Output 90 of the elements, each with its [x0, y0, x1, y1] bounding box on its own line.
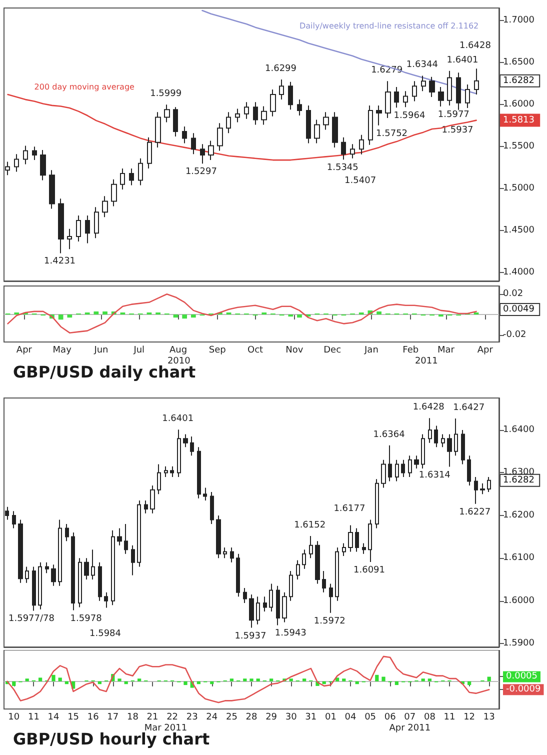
- annotation: 1.5752: [376, 128, 408, 139]
- x-tick-label: 07: [404, 712, 416, 722]
- annotation: 1.5999: [150, 89, 182, 100]
- x-tick-label: 17: [107, 712, 119, 722]
- text: 1.6427: [453, 403, 485, 413]
- annotation: 1.4231: [44, 256, 76, 267]
- x-tick-label: Dec: [324, 346, 342, 356]
- x-tick-label: 25: [226, 712, 238, 722]
- x-tick-label: 18: [126, 712, 139, 722]
- text: 1.6428: [412, 402, 444, 413]
- x-tick-label: 13: [483, 712, 495, 722]
- x-tick-label: 06: [384, 712, 396, 722]
- text: 2011: [414, 356, 438, 366]
- x-tick-label: 15: [68, 712, 80, 722]
- y-tick-label: 1.6000: [503, 100, 535, 110]
- text: Apr 2011: [389, 724, 431, 734]
- text: 1.5937: [234, 631, 266, 642]
- annotation: 1.6282: [503, 76, 534, 86]
- text: 1.6364: [373, 430, 405, 440]
- x-tick-label: Apr: [477, 346, 494, 356]
- x-tick-label: 23: [186, 712, 198, 722]
- annotation: 1.5964: [394, 111, 426, 122]
- x-tick-label: 12: [464, 712, 476, 722]
- annotation: 1.5813: [503, 115, 534, 126]
- x-tick-label: 11: [28, 712, 40, 722]
- x-tick-label: Oct: [248, 346, 264, 356]
- x-tick-label: Jul: [132, 346, 145, 356]
- text: 1.5984: [90, 629, 121, 640]
- text: 1.5978: [70, 614, 102, 624]
- y-tick-label: 0.0005: [506, 672, 538, 682]
- annotation: 1.5937: [442, 125, 474, 136]
- text: 1.6091: [354, 566, 385, 576]
- x-tick-label: 01: [324, 712, 336, 722]
- x-tick-label: 08: [424, 712, 436, 722]
- text: 1.5943: [274, 628, 306, 639]
- text: 1.6314: [418, 470, 450, 480]
- y-tick-label: 1.4500: [503, 226, 535, 236]
- annotation: 1.6299: [265, 64, 297, 74]
- y-tick-label: 1.6000: [503, 596, 535, 606]
- x-tick-label: 30: [285, 712, 298, 722]
- x-tick-label: 14: [48, 712, 60, 722]
- x-tick-label: Sep: [208, 346, 226, 356]
- x-tick-label: Jan: [364, 346, 378, 356]
- x-tick-label: 29: [266, 712, 278, 722]
- x-tick-label: May: [52, 346, 72, 356]
- text: 1.6152: [294, 520, 326, 530]
- x-tick-label: 21: [146, 712, 158, 722]
- annotation: 0.0049: [503, 304, 535, 315]
- y-tick-label: 0.02: [503, 289, 524, 300]
- x-tick-label: 31: [305, 712, 317, 722]
- y-tick-label: 1.4000: [503, 268, 535, 278]
- x-tick-label: 22: [166, 712, 178, 722]
- x-tick-label: 24: [206, 712, 218, 722]
- series-label: Daily/weekly trend-line resistance off 2.1162: [299, 21, 479, 30]
- text: 1.6227: [459, 507, 491, 518]
- y-tick-label: 1.7000: [503, 16, 535, 26]
- annotation: 1.5977: [438, 110, 470, 120]
- annotation: 1.6428: [459, 41, 492, 52]
- x-tick-label: 10: [8, 712, 20, 722]
- y-tick-label: -0.02: [503, 330, 526, 340]
- x-tick-label: Feb: [402, 346, 419, 356]
- x-tick-label: Mar: [437, 346, 455, 356]
- y-tick-label: 1.5900: [503, 638, 535, 649]
- annotation: 1.5407: [344, 176, 376, 186]
- annotation: 1.6344: [406, 60, 438, 70]
- text: 1.6401: [162, 414, 194, 424]
- annotation: 1.5297: [185, 167, 217, 178]
- text: 1.5977/78: [8, 614, 54, 624]
- x-tick-label: Nov: [286, 346, 304, 356]
- x-tick-label: Jun: [93, 346, 108, 356]
- x-tick-label: 05: [364, 712, 376, 722]
- y-tick-label: 1.6500: [503, 58, 535, 68]
- x-tick-label: Apr: [16, 346, 32, 356]
- text: 1.6177: [334, 504, 366, 514]
- x-tick-label: 16: [87, 712, 100, 722]
- series-label: 200 day moving average: [34, 82, 135, 92]
- annotation: 1.5345: [326, 163, 358, 174]
- y-tick-label: 1.6100: [503, 553, 535, 564]
- annotation: 1.6401: [446, 55, 478, 66]
- x-tick-label: Aug: [169, 346, 188, 356]
- y-tick-label: 1.5000: [503, 184, 535, 194]
- y-tick-label: 1.6200: [503, 510, 535, 520]
- annotation: 1.6282: [503, 475, 534, 486]
- x-tick-label: 11: [444, 712, 456, 722]
- y-tick-label: -0.0009: [506, 684, 542, 695]
- x-tick-label: 28: [246, 712, 258, 722]
- x-tick-label: 04: [344, 712, 356, 722]
- y-tick-label: 1.6400: [503, 425, 535, 436]
- text: 1.5972: [314, 616, 346, 626]
- y-tick-label: 1.5500: [503, 142, 535, 152]
